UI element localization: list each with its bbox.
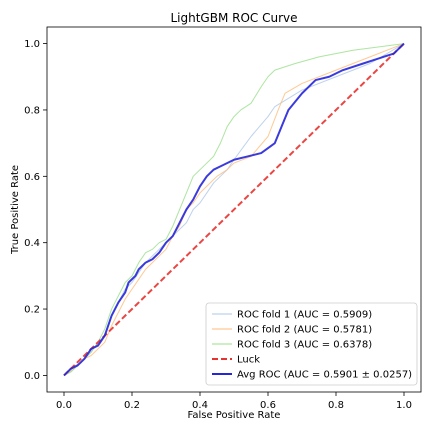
- legend-box: [205, 302, 418, 386]
- legend-label: ROC fold 3 (AUC = 0.6378): [237, 340, 372, 351]
- y-tick-label: 0.0: [24, 371, 40, 382]
- x-axis-label: False Positive Rate: [188, 410, 281, 421]
- chart-title: LightGBM ROC Curve: [170, 11, 297, 25]
- legend-label: Avg ROC (AUC = 0.5901 ± 0.0257): [237, 370, 412, 381]
- legend-label: ROC fold 2 (AUC = 0.5781): [237, 325, 372, 336]
- x-tick-label: 0.8: [328, 400, 344, 411]
- legend-label: Luck: [237, 355, 260, 366]
- y-tick-label: 0.4: [24, 238, 40, 249]
- legend-label: ROC fold 1 (AUC = 0.5909): [237, 310, 372, 321]
- y-tick-label: 0.6: [24, 172, 40, 183]
- x-axis-ticks: 0.0 0.2 0.4 0.6 0.8 1.0: [56, 392, 412, 411]
- series-line-4: [63, 42, 405, 377]
- series-line-3: [63, 42, 405, 377]
- series-line-2: [63, 43, 405, 376]
- x-tick-label: 0.2: [124, 400, 140, 411]
- y-axis-ticks: 0.0 0.2 0.4 0.6 0.8 1.0: [24, 39, 47, 382]
- x-tick-label: 1.0: [396, 400, 412, 411]
- x-tick-label: 0.6: [260, 400, 276, 411]
- x-tick-label: 0.0: [56, 400, 72, 411]
- y-tick-label: 1.0: [24, 39, 40, 50]
- y-axis-label: True Positive Rate: [10, 165, 21, 255]
- y-tick-label: 0.2: [24, 305, 40, 316]
- legend: ROC fold 1 (AUC = 0.5909) ROC fold 2 (AUC…: [205, 302, 418, 386]
- x-tick-label: 0.4: [192, 400, 208, 411]
- plot-frame: [46, 26, 422, 393]
- y-tick-label: 0.8: [24, 105, 40, 116]
- series-layer: [63, 42, 405, 377]
